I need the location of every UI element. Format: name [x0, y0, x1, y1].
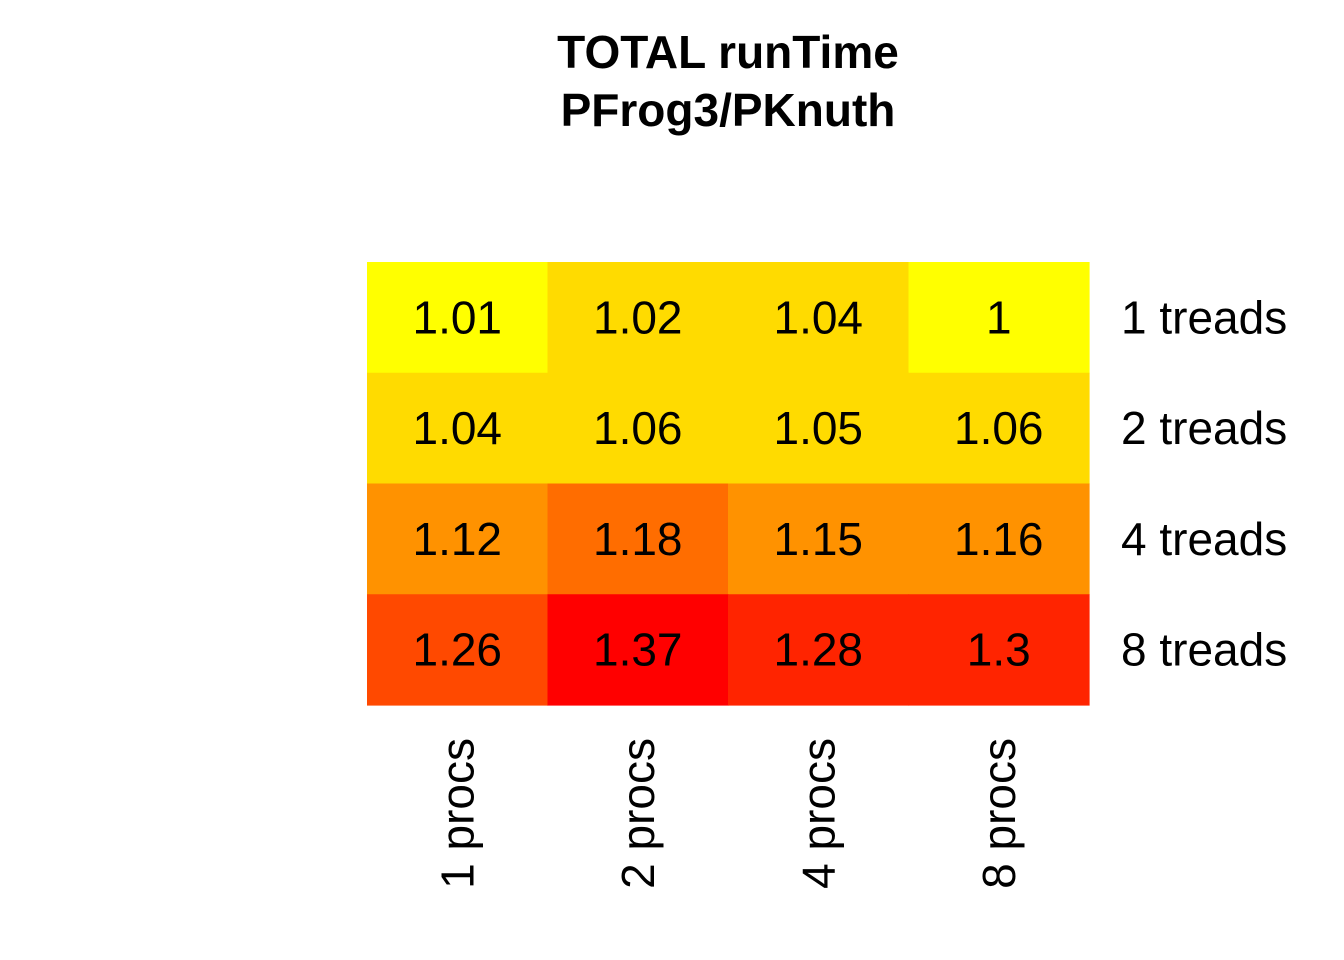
cell-value-label: 1.16 — [954, 513, 1044, 565]
heatmap-cell-4-treads-2-procs — [547, 483, 729, 595]
cell-value-label: 1.06 — [954, 402, 1044, 454]
row-label-8-treads: 8 treads — [1121, 624, 1287, 676]
cell-value-label: 1.01 — [412, 291, 502, 343]
heatmap-cell-2-treads-1-procs — [367, 372, 549, 485]
heatmap-cell-1-treads-2-procs — [547, 262, 729, 374]
row-label-2-treads: 2 treads — [1121, 402, 1287, 454]
heatmap-cell-8-treads-4-procs — [728, 594, 910, 706]
column-label-4-procs: 4 procs — [792, 738, 844, 889]
row-tick-labels: 1 treads 2 treads 4 treads 8 treads — [1121, 291, 1287, 675]
chart-title: TOTAL runTime PFrog3/PKnuth — [557, 26, 899, 136]
heatmap-cell-1-treads-4-procs — [728, 262, 910, 374]
row-label-1-treads: 1 treads — [1121, 291, 1287, 343]
cell-value-label: 1.3 — [967, 624, 1031, 676]
heatmap-cell-1-treads-8-procs — [908, 262, 1090, 374]
column-label-2-procs: 2 procs — [612, 738, 664, 889]
cell-value-label: 1.04 — [773, 291, 863, 343]
cell-value-label: 1.02 — [593, 291, 683, 343]
cell-value-label: 1.06 — [593, 402, 683, 454]
heatmap-cell-1-treads-1-procs — [367, 262, 549, 374]
cell-value-label: 1 — [986, 291, 1012, 343]
row-label-4-treads: 4 treads — [1121, 513, 1287, 565]
heatmap-cell-8-treads-1-procs — [367, 594, 549, 706]
chart-title-line-2: PFrog3/PKnuth — [561, 84, 896, 136]
cell-value-label: 1.05 — [773, 402, 863, 454]
heatmap-cell-2-treads-2-procs — [547, 372, 729, 485]
cell-value-label: 1.37 — [593, 624, 683, 676]
heatmap-cell-4-treads-4-procs — [728, 483, 910, 595]
heatmap-cell-4-treads-1-procs — [367, 483, 549, 595]
heatmap-cell-8-treads-8-procs — [908, 594, 1090, 706]
cell-value-label: 1.26 — [412, 624, 502, 676]
cell-value-label: 1.04 — [412, 402, 502, 454]
cell-value-label: 1.12 — [412, 513, 502, 565]
heatmap-cell-2-treads-8-procs — [908, 372, 1090, 485]
heatmap-cell-2-treads-4-procs — [728, 372, 910, 485]
column-label-8-procs: 8 procs — [973, 738, 1025, 889]
chart-title-line-1: TOTAL runTime — [557, 26, 899, 78]
heatmap-cell-8-treads-2-procs — [547, 594, 729, 706]
heatmap-cells — [367, 262, 1090, 706]
heatmap-cell-4-treads-8-procs — [908, 483, 1090, 595]
cell-value-label: 1.15 — [773, 513, 863, 565]
cell-value-label: 1.18 — [593, 513, 683, 565]
column-tick-labels: 1 procs 2 procs 4 procs 8 procs — [431, 738, 1025, 889]
cell-value-label: 1.28 — [773, 624, 863, 676]
heatmap-cell-labels: 1.01 1.02 1.04 1 1.04 1.06 1.05 1.06 1.12 1.18 1.1… — [412, 291, 1043, 675]
column-label-1-procs: 1 procs — [431, 738, 483, 889]
